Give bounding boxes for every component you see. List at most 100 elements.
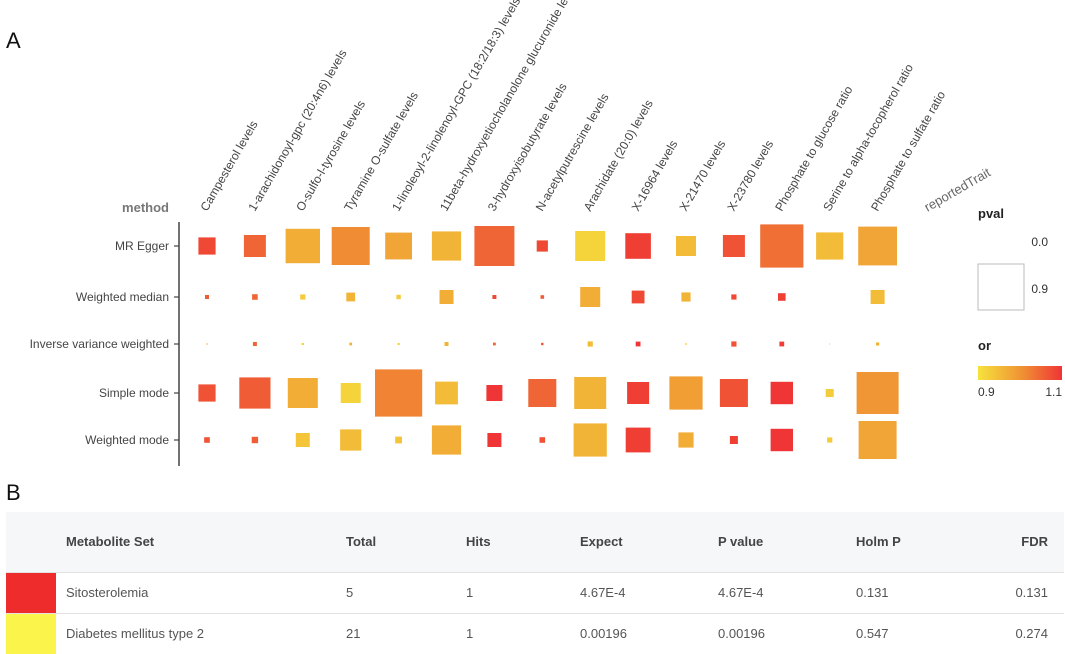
heatmap-cell: [635, 341, 641, 347]
cell-pvalue: 0.00196: [718, 626, 765, 641]
row-label: Simple mode: [99, 386, 169, 400]
cell-set-name: Diabetes mellitus type 2: [66, 626, 205, 641]
heatmap-cell: [573, 423, 607, 457]
table-row: Sitosterolemia 5 1 4.67E-4 4.67E-4 0.131…: [6, 572, 1064, 613]
heatmap-cell: [681, 292, 691, 302]
heatmap-cell: [631, 290, 645, 304]
heatmap-cell: [205, 295, 209, 299]
heatmap-cell: [285, 228, 320, 264]
heatmap-cell: [295, 433, 310, 447]
heatmap-cell: [816, 232, 844, 260]
cell-fdr: 0.131: [1015, 585, 1048, 600]
cell-hits: 1: [466, 626, 474, 641]
cell-set-name: Sitosterolemia: [66, 585, 149, 600]
heatmap-cell: [444, 342, 449, 346]
enrichment-table: Metabolite Set Total Hits Expect P value…: [6, 512, 1064, 654]
header-fdr: FDR: [1021, 534, 1048, 550]
panel-label-b: B: [6, 480, 21, 505]
heatmap-cell: [778, 293, 786, 301]
cell-expect: 0.00196: [580, 626, 627, 641]
cell-holm-p: 0.131: [856, 585, 889, 600]
heatmap-cell: [870, 290, 885, 304]
legend-size-tick: 0.9: [1031, 282, 1048, 296]
heatmap-cell: [731, 294, 737, 300]
heatmap-cell: [385, 232, 412, 260]
heatmap-cell: [239, 377, 271, 409]
row-label: MR Egger: [115, 239, 169, 253]
header-total: Total: [346, 534, 377, 550]
heatmap-cell: [397, 343, 400, 345]
heatmap-cell: [779, 341, 785, 347]
heatmap-cell: [251, 436, 259, 444]
heatmap-cell: [678, 432, 694, 448]
legend-color-tick: 0.9: [978, 385, 995, 399]
heatmap-cell: [722, 235, 745, 257]
heatmap-cell: [206, 343, 208, 345]
heatmap-cell: [719, 379, 748, 407]
cell-holm-p: 0.547: [856, 626, 889, 641]
panel-label-a: A: [6, 28, 21, 53]
swatch-header: [6, 512, 56, 572]
heatmap-cell: [204, 437, 210, 443]
cell-hits: 1: [466, 585, 474, 600]
column-label: X-16964 levels: [629, 138, 681, 214]
cell-total: 5: [346, 585, 354, 600]
column-label: X-23780 levels: [724, 138, 776, 214]
heatmap-cell: [770, 428, 793, 452]
cell-fdr: 0.274: [1015, 626, 1048, 641]
header-pvalue: P value: [718, 534, 764, 550]
column-label: X-21470 levels: [676, 138, 728, 214]
header-holm-p: Holm P: [856, 534, 901, 550]
heatmap-cell: [431, 425, 462, 455]
heatmap-cell: [198, 237, 216, 255]
heatmap-cell: [395, 436, 402, 444]
heatmap-cell: [676, 236, 696, 256]
table-row: Diabetes mellitus type 2 21 1 0.00196 0.…: [6, 613, 1064, 654]
heatmap-cell: [574, 377, 607, 409]
heatmap-cell: [541, 342, 544, 346]
header-hits: Hits: [466, 534, 491, 550]
heatmap-cell: [580, 287, 601, 307]
legend-size-square: [977, 263, 1025, 311]
heatmap-cell: [487, 433, 502, 447]
heatmap-cell: [876, 342, 880, 346]
row-label: Weighted mode: [85, 433, 169, 447]
heatmap-cell: [431, 231, 462, 261]
heatmap-cell: [575, 231, 606, 261]
heatmap-cell: [627, 382, 650, 404]
heatmap-cell: [301, 343, 304, 345]
heatmap-cell: [396, 294, 401, 300]
heatmap-cell: [439, 290, 454, 304]
heatmap-cell: [252, 294, 258, 300]
table-header-row: Metabolite Set Total Hits Expect P value…: [6, 512, 1064, 572]
heatmap-cell: [731, 341, 737, 347]
cell-expect: 4.67E-4: [580, 585, 626, 600]
heatmap-cell: [536, 240, 548, 252]
heatmap-cell: [375, 369, 423, 417]
heatmap-cell: [493, 342, 496, 346]
legend-color-title: or: [978, 338, 991, 353]
heatmap-cell: [349, 342, 353, 346]
row-axis-title: method: [122, 200, 169, 215]
heatmap-cell: [300, 294, 306, 300]
heatmap-cell: [858, 421, 897, 459]
column-label: 1-arachidonoyl-gpc (20:4n6) levels: [245, 47, 349, 213]
heatmap-cell: [729, 436, 738, 444]
heatmap-cell: [492, 295, 497, 299]
legend-color-tick: 1.1: [1045, 385, 1062, 399]
row-color-swatch: [6, 613, 56, 654]
legend-size-title: pval: [978, 206, 1004, 221]
heatmap-cell: [539, 437, 546, 443]
heatmap-cell: [346, 292, 356, 302]
heatmap-cell: [540, 295, 545, 299]
row-label: Inverse variance weighted: [30, 337, 169, 351]
row-color-swatch: [6, 572, 56, 613]
heatmap-cell: [587, 341, 593, 347]
heatmap-cell: [827, 437, 833, 443]
heatmap-cell: [198, 384, 216, 402]
cell-pvalue: 4.67E-4: [718, 585, 764, 600]
heatmap-cell: [825, 389, 834, 397]
header-expect: Expect: [580, 534, 623, 550]
header-metabolite-set: Metabolite Set: [66, 534, 155, 550]
